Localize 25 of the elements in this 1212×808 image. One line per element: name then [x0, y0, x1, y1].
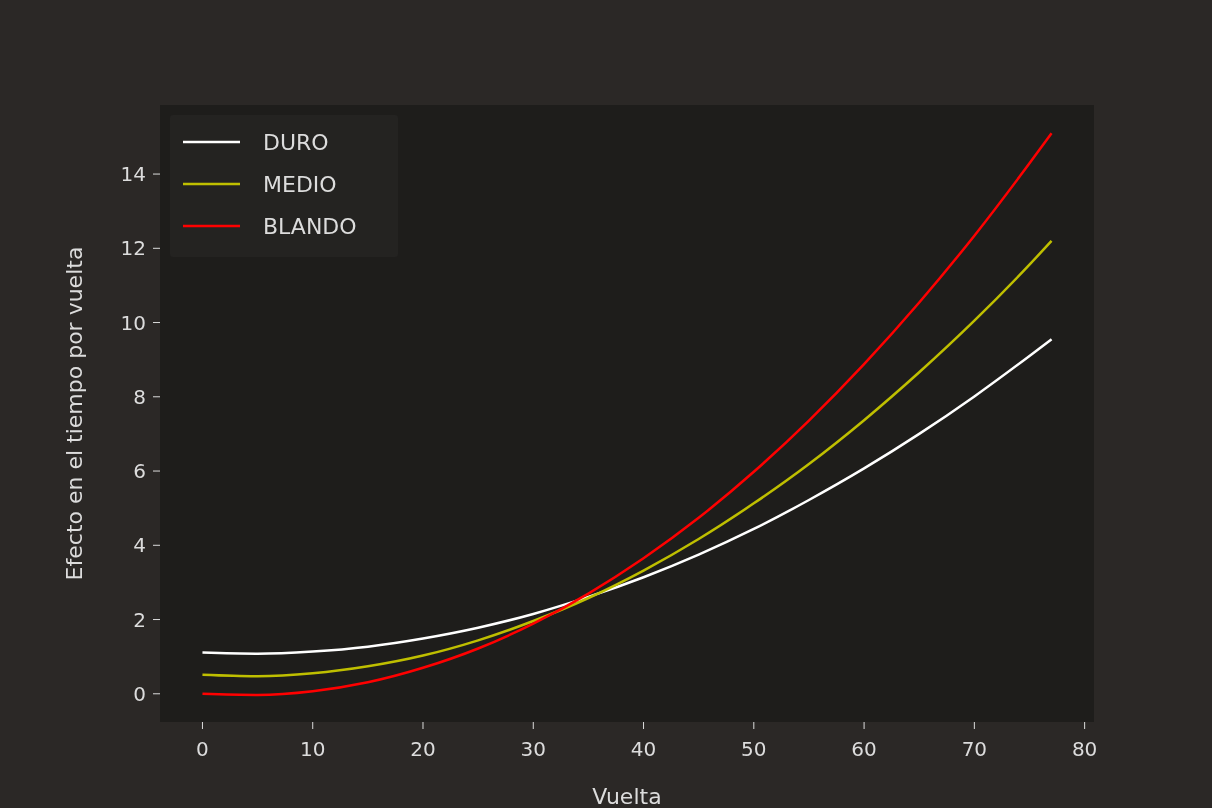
y-tick-label: 2: [133, 607, 146, 632]
legend-label: BLANDO: [263, 214, 357, 239]
y-tick-label: 6: [133, 459, 146, 484]
x-tick-label: 80: [1071, 737, 1098, 761]
y-tick-label: 10: [120, 310, 146, 335]
line-series: [201, 239, 1053, 678]
x-tick-label: 10: [300, 737, 326, 761]
y-tick-label: 12: [120, 236, 146, 261]
y-tick-label: 8: [133, 384, 146, 409]
x-tick-label: 40: [630, 737, 657, 761]
x-tick-label: 50: [741, 737, 767, 761]
y-tick-label: 0: [133, 681, 146, 706]
x-axis-title: Vuelta: [592, 784, 662, 808]
line-series: [201, 338, 1053, 655]
y-tick-label: 14: [120, 162, 146, 187]
line-series: [201, 131, 1053, 697]
x-tick-label: 20: [410, 737, 436, 761]
legend-label: DURO: [263, 130, 329, 155]
x-tick-label: 70: [961, 737, 988, 761]
y-tick-label: 4: [133, 533, 146, 558]
x-tick-label: 30: [520, 737, 546, 761]
legend-label: MEDIO: [263, 172, 337, 197]
x-tick-label: 60: [851, 737, 877, 761]
y-axis-title: Efecto en el tiempo por vuelta: [62, 246, 87, 581]
x-tick-label: 0: [196, 737, 209, 761]
